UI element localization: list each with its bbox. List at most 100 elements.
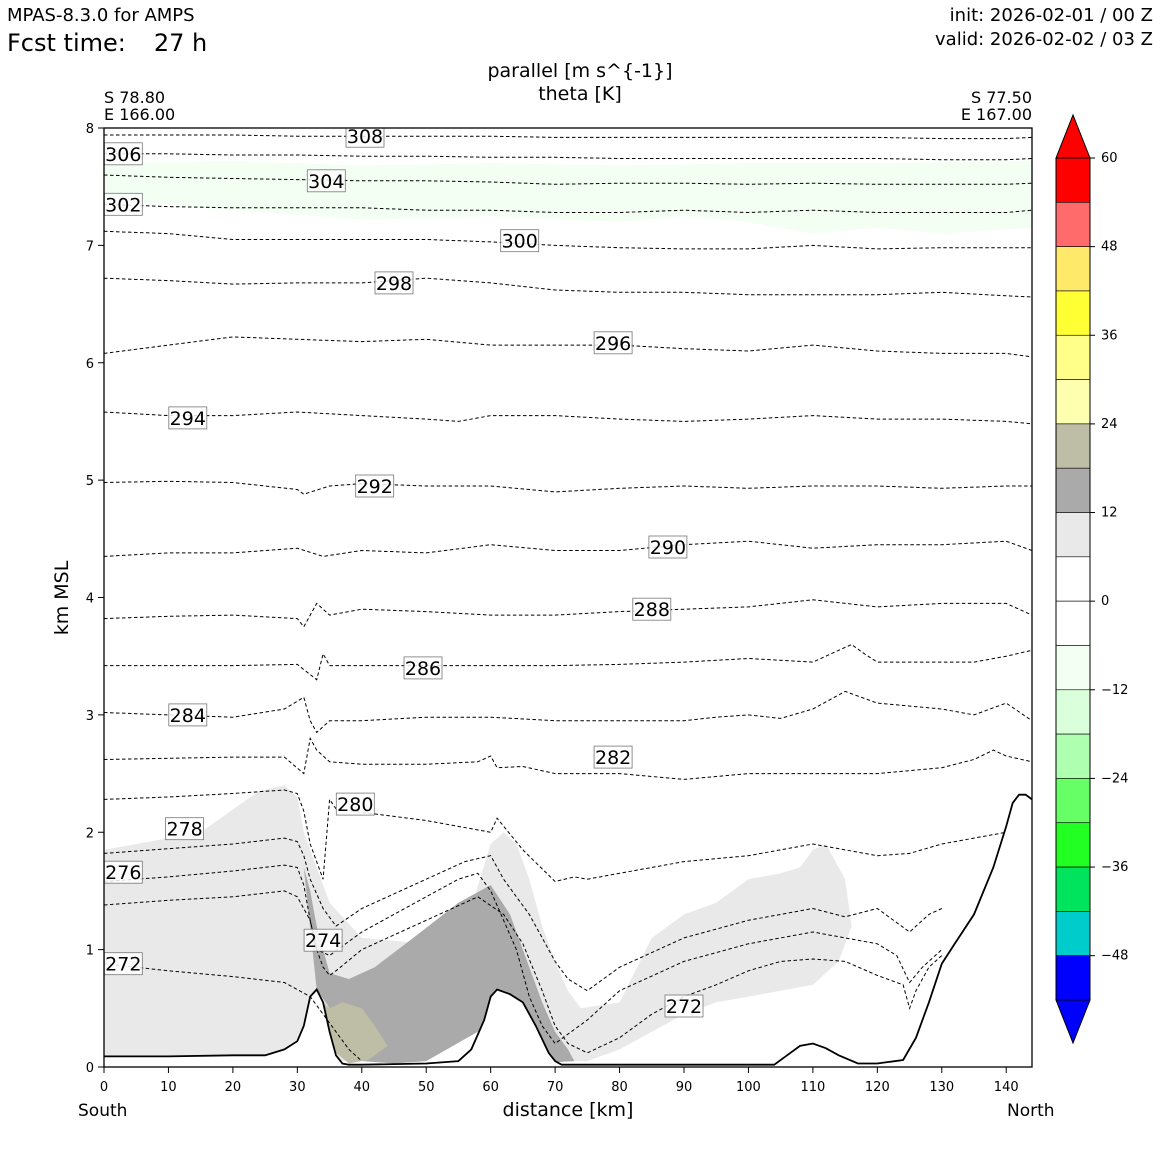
- colorbar-segment: [1055, 822, 1091, 868]
- contour-label-296: 296: [593, 331, 633, 355]
- y-tick-label: 7: [86, 239, 94, 254]
- x-tick-label: 0: [100, 1080, 108, 1095]
- theta-contour-300: [104, 230, 1032, 250]
- contour-label-text: 298: [376, 273, 412, 295]
- chart-title-line-1: parallel [m s^{-1}]: [487, 60, 673, 82]
- plot-area: 308 306 304 302 300 298 296 294 292 290 288 286 284 2…: [104, 128, 1032, 1067]
- contour-label-box: [403, 656, 443, 680]
- colorbar-tick-label: 48: [1101, 240, 1118, 255]
- x-tick-label: 80: [611, 1080, 628, 1095]
- contour-label-text: 290: [650, 537, 686, 559]
- theta-contour-306: [104, 153, 1032, 161]
- valid-time: valid: 2026-02-02 / 03 Z: [935, 29, 1153, 50]
- contour-label-text: 296: [595, 333, 631, 355]
- forecast-time-value: 27 h: [153, 29, 208, 57]
- forecast-time: Fcst time: 27 h: [7, 29, 207, 57]
- theta-contour-294: [104, 411, 1032, 425]
- colorbar-segment: [1055, 778, 1091, 824]
- x-tick-label: 40: [354, 1080, 371, 1095]
- chart-title-line-2: theta [K]: [538, 83, 622, 105]
- theta-contour-282: [104, 736, 1032, 780]
- colorbar-segment: [1055, 689, 1091, 735]
- colorbar-tick-label: 12: [1101, 506, 1118, 521]
- colorbar-tick-label: 60: [1101, 151, 1118, 166]
- terrain-fill: [104, 794, 1032, 1067]
- colorbar-segment: [1055, 423, 1091, 469]
- contour-label-text: 284: [170, 705, 206, 727]
- contour-label-text: 274: [305, 930, 341, 952]
- contour-label-box: [335, 792, 375, 816]
- contour-label-box: [648, 535, 688, 559]
- contour-label-288: 288: [632, 597, 672, 621]
- contour-label-box: [303, 928, 343, 952]
- colorbar-segment: [1055, 290, 1091, 336]
- theta-contour-288: [104, 599, 1032, 628]
- colorbar-segment: [1055, 246, 1091, 292]
- theta-contour-304: [104, 174, 1032, 185]
- contour-label-278: 278: [165, 817, 205, 841]
- theta-contour-286: [104, 643, 1032, 681]
- contour-label-box: [165, 817, 205, 841]
- init-time: init: 2026-02-01 / 00 Z: [949, 5, 1153, 26]
- theta-contour-274: [104, 890, 943, 1054]
- x-tick-label: 20: [225, 1080, 242, 1095]
- contour-label-text: 292: [357, 476, 393, 498]
- contour-label-text: 280: [337, 794, 373, 816]
- colorbar-tick-label: 36: [1101, 328, 1118, 343]
- colorbar-segment: [1055, 467, 1091, 513]
- colorbar-tick-label: −12: [1101, 683, 1128, 698]
- right-endpoint-lat: S 77.50: [970, 88, 1032, 107]
- colorbar-extend-max: [1055, 113, 1091, 159]
- colorbar-segment: [1055, 512, 1091, 558]
- contour-label-292: 292: [355, 474, 395, 498]
- contour-label-box: [593, 745, 633, 769]
- contour-label-text: 306: [105, 144, 141, 166]
- terrain-line: [104, 793, 1032, 1066]
- colorbar-tick-label: 0: [1101, 594, 1109, 609]
- x-tick-label: 110: [800, 1080, 825, 1095]
- x-tick-label: 100: [736, 1080, 761, 1095]
- colorbar-tick-label: −48: [1101, 949, 1128, 964]
- colorbar-segment: [1055, 866, 1091, 912]
- x-tick-label: 130: [929, 1080, 954, 1095]
- south-label: South: [78, 1101, 128, 1121]
- contour-label-text: 294: [170, 408, 206, 430]
- colorbar-segment: [1055, 733, 1091, 779]
- right-endpoint-lon: E 167.00: [960, 105, 1032, 124]
- contour-label-text: 288: [634, 599, 670, 621]
- theta-contour-278: [104, 837, 943, 992]
- x-tick-label: 70: [547, 1080, 564, 1095]
- y-tick-label: 0: [86, 1061, 94, 1076]
- contour-label-text: 282: [595, 747, 631, 769]
- contour-label-298: 298: [374, 271, 414, 295]
- contour-label-308: 308: [345, 128, 385, 148]
- y-tick-label: 1: [86, 944, 94, 959]
- colorbar-tick-label: 24: [1101, 417, 1118, 432]
- contour-label-text: 286: [405, 658, 441, 680]
- colorbar-segment: [1055, 157, 1091, 203]
- contour-label-box: [345, 128, 385, 148]
- theta-contour-308: [104, 134, 1032, 140]
- contour-label-272: 272: [104, 952, 143, 976]
- y-tick-label: 3: [86, 709, 94, 724]
- contour-label-306: 306: [104, 142, 143, 166]
- theta-contour-302: [104, 203, 1032, 214]
- colorbar-segment: [1055, 600, 1091, 646]
- y-tick-label: 5: [86, 474, 94, 489]
- colorbar-tick-label: −36: [1101, 860, 1128, 875]
- theta-contour-284: [104, 690, 1032, 734]
- y-axis-label: km MSL: [51, 560, 73, 636]
- contour-label-box: [632, 597, 672, 621]
- x-axis-label: distance [km]: [502, 1099, 634, 1121]
- y-tick-label: 2: [86, 826, 94, 841]
- contour-label-text: 304: [308, 171, 344, 193]
- contour-label-box: [593, 331, 633, 355]
- colorbar-tick-label: −24: [1101, 771, 1128, 786]
- y-tick-label: 8: [86, 122, 94, 137]
- contour-label-274: 274: [303, 928, 343, 952]
- colorbar-segment: [1055, 202, 1091, 247]
- contour-label-282: 282: [593, 745, 633, 769]
- forecast-time-label: Fcst time:: [7, 29, 126, 57]
- contour-label-280: 280: [335, 792, 375, 816]
- contour-label-box: [168, 406, 208, 430]
